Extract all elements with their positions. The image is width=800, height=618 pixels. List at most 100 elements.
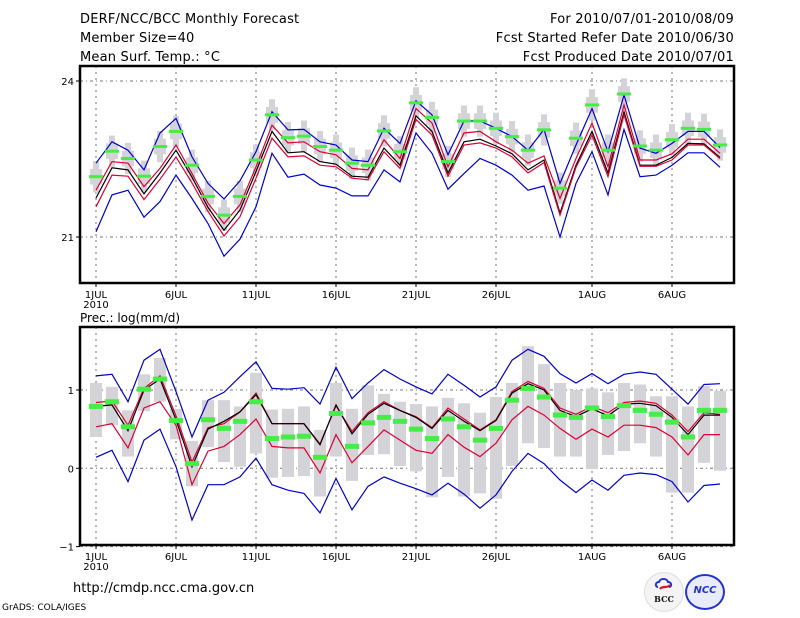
observed-marker — [377, 414, 391, 420]
top-variable-label: Mean Surf. Temp.: °C — [80, 50, 221, 65]
observed-marker — [441, 160, 455, 164]
box-bar — [570, 390, 582, 457]
box-bar — [330, 382, 342, 457]
observed-marker — [297, 134, 311, 138]
x-tick-label: 11JUL — [242, 552, 271, 563]
observed-marker — [617, 92, 631, 96]
box-bar — [602, 392, 614, 455]
observed-marker — [601, 148, 615, 152]
series-line-min — [95, 428, 721, 522]
observed-marker — [217, 425, 231, 431]
observed-marker — [569, 136, 583, 140]
observed-marker — [265, 436, 279, 442]
observed-marker — [313, 145, 327, 149]
box-bar — [266, 409, 278, 478]
observed-marker — [361, 420, 375, 426]
observed-marker — [105, 149, 119, 153]
x-tick-label: 21JUL — [402, 552, 431, 563]
forecast-start-date: Fcst Started Refer Date 2010/06/30 — [495, 31, 734, 46]
member-size: Member Size=40 — [80, 31, 195, 46]
box-bar — [362, 385, 374, 455]
box-bar — [474, 412, 486, 494]
observed-marker — [521, 385, 535, 391]
observed-marker — [521, 148, 535, 152]
bcc-logo: BCC — [644, 572, 684, 612]
y-tick-label: 0 — [68, 464, 74, 475]
observed-marker — [89, 175, 103, 179]
observed-marker — [553, 412, 567, 418]
x-tick-label: 11JUL — [242, 290, 271, 301]
x-tick-label: 1JUL — [85, 290, 108, 301]
observed-marker — [313, 454, 327, 460]
box-bar — [538, 364, 550, 448]
observed-marker — [233, 418, 247, 424]
observed-marker — [569, 414, 583, 420]
x-tick-label: 1JUL — [85, 552, 108, 563]
observed-marker — [585, 103, 599, 107]
observed-marker — [121, 156, 135, 160]
observed-marker — [137, 386, 151, 392]
observed-marker — [201, 417, 215, 423]
observed-marker — [409, 101, 423, 105]
observed-marker — [489, 425, 503, 431]
observed-marker — [457, 119, 471, 123]
box-bar — [506, 382, 518, 466]
observed-marker — [281, 136, 295, 140]
observed-marker — [665, 138, 679, 142]
header-right: For 2010/07/01-2010/08/09 Fcst Started R… — [496, 12, 734, 69]
observed-marker — [377, 129, 391, 133]
forecast-title: DERF/NCC/BCC Monthly Forecast — [80, 12, 300, 27]
observed-marker — [153, 376, 167, 382]
series-line-lower — [95, 400, 720, 487]
box-bar — [106, 386, 118, 426]
observed-marker — [393, 418, 407, 424]
observed-marker — [121, 424, 135, 430]
observed-marker — [665, 419, 679, 425]
observed-marker — [617, 403, 631, 409]
x-tick-label: 1AUG — [578, 552, 606, 563]
observed-marker — [153, 145, 167, 149]
observed-marker — [505, 397, 519, 403]
box-bar — [634, 384, 646, 444]
observed-marker — [201, 194, 215, 198]
observed-marker — [265, 113, 279, 117]
x-year-label: 2010 — [83, 300, 108, 311]
observed-marker — [425, 436, 439, 442]
observed-marker — [137, 174, 151, 178]
series-line-mean — [95, 109, 721, 232]
header-left: DERF/NCC/BCC Monthly Forecast Member Siz… — [80, 12, 299, 69]
x-tick-label: 21JUL — [402, 290, 431, 301]
observed-marker — [233, 194, 247, 198]
x-tick-label: 1AUG — [578, 290, 606, 301]
observed-marker — [345, 443, 359, 449]
box-bar — [282, 408, 294, 477]
temperature-chart: 21 24 1JUL 6JUL 11JUL 16JUL 21JUL 26JUL 1AUG 6AUG… — [61, 64, 736, 311]
observed-marker — [489, 126, 503, 130]
observed-marker — [681, 434, 695, 440]
box-bar — [554, 382, 566, 457]
observed-marker — [169, 418, 183, 424]
box-bar — [250, 372, 262, 454]
box-bar — [410, 404, 422, 472]
bcc-logo-text: BCC — [654, 594, 674, 604]
observed-marker — [345, 161, 359, 165]
series-line-upper — [95, 102, 721, 225]
observed-marker — [649, 148, 663, 152]
observed-marker — [457, 424, 471, 430]
forecast-period: For 2010/07/01-2010/08/09 — [550, 12, 734, 27]
x-year-label: 2010 — [83, 562, 108, 573]
box-bar — [90, 382, 102, 437]
box-bar — [378, 393, 390, 455]
observed-marker — [361, 163, 375, 167]
x-tick-label: 16JUL — [322, 290, 351, 301]
observed-marker — [169, 129, 183, 133]
series-line-lower — [95, 112, 721, 238]
box-bar — [394, 401, 406, 466]
source-url[interactable]: http://cmdp.ncc.cma.gov.cn — [73, 581, 255, 596]
box-bar — [314, 429, 326, 497]
observed-marker — [713, 407, 727, 413]
observed-marker — [633, 144, 647, 148]
y-tick-label: 1 — [68, 386, 74, 397]
observed-marker — [249, 158, 263, 162]
series-line-max — [95, 92, 721, 200]
